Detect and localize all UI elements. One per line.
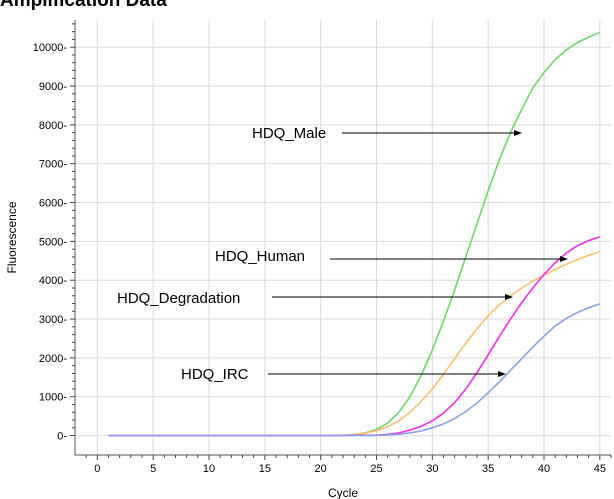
y-tick-label: 7000- — [39, 159, 67, 171]
x-tick-label: 30 — [426, 463, 438, 475]
series-line-hdq-degradation — [108, 250, 601, 437]
annotations: HDQ_Male HDQ_Human HDQ_Degradation HDQ_IRC — [117, 125, 568, 383]
y-tick-label: 9000- — [39, 81, 67, 93]
y-tick-label: 3000- — [39, 314, 67, 326]
series-lines — [108, 31, 601, 437]
annotation-label: HDQ_Human — [215, 248, 305, 265]
x-tick-label: 0 — [94, 463, 100, 475]
y-tick-label: 2000- — [39, 353, 67, 365]
x-tick-label: 25 — [370, 463, 382, 475]
series-line-hdq-irc — [108, 303, 601, 437]
x-tick-label: 5 — [150, 463, 156, 475]
annotation-label: HDQ_Degradation — [117, 290, 240, 307]
x-tick-label: 45 — [594, 463, 606, 475]
x-tick-label: 35 — [482, 463, 494, 475]
x-tick-label: 40 — [538, 463, 550, 475]
y-tick-label: 10000- — [33, 42, 68, 54]
y-tick-label: 6000- — [39, 198, 67, 210]
x-tick-label: 20 — [315, 463, 327, 475]
y-tick-label: 4000- — [39, 275, 67, 287]
y-tick-label: 5000- — [39, 236, 67, 248]
x-tick-label: 15 — [259, 463, 271, 475]
grid — [75, 20, 611, 455]
annotation-label: HDQ_IRC — [181, 366, 249, 383]
ticks: 0- 1000- 2000- 3000- 4000- 5000- 6000- 7000- 800… — [33, 42, 606, 475]
page-title: Amplification Data — [0, 0, 167, 11]
y-tick-label: 8000- — [39, 120, 67, 132]
y-axis-title: Fluorescence — [5, 201, 19, 273]
series-line-hdq-human — [108, 235, 601, 437]
axes — [70, 20, 612, 460]
x-tick-label: 10 — [203, 463, 215, 475]
y-tick-label: 1000- — [39, 392, 67, 404]
y-tick-label: 0- — [57, 431, 67, 443]
annotation-label: HDQ_Male — [252, 125, 326, 142]
x-axis-title: Cycle — [328, 486, 358, 499]
